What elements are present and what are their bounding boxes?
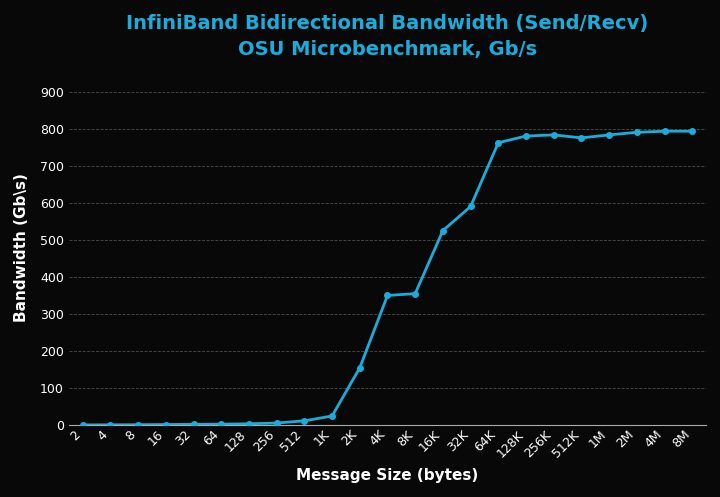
Title: InfiniBand Bidirectional Bandwidth (Send/Recv)
OSU Microbenchmark, Gb/s: InfiniBand Bidirectional Bandwidth (Send… xyxy=(127,14,649,59)
X-axis label: Message Size (bytes): Message Size (bytes) xyxy=(297,468,479,483)
Y-axis label: Bandwidth (Gb\s): Bandwidth (Gb\s) xyxy=(14,173,29,322)
